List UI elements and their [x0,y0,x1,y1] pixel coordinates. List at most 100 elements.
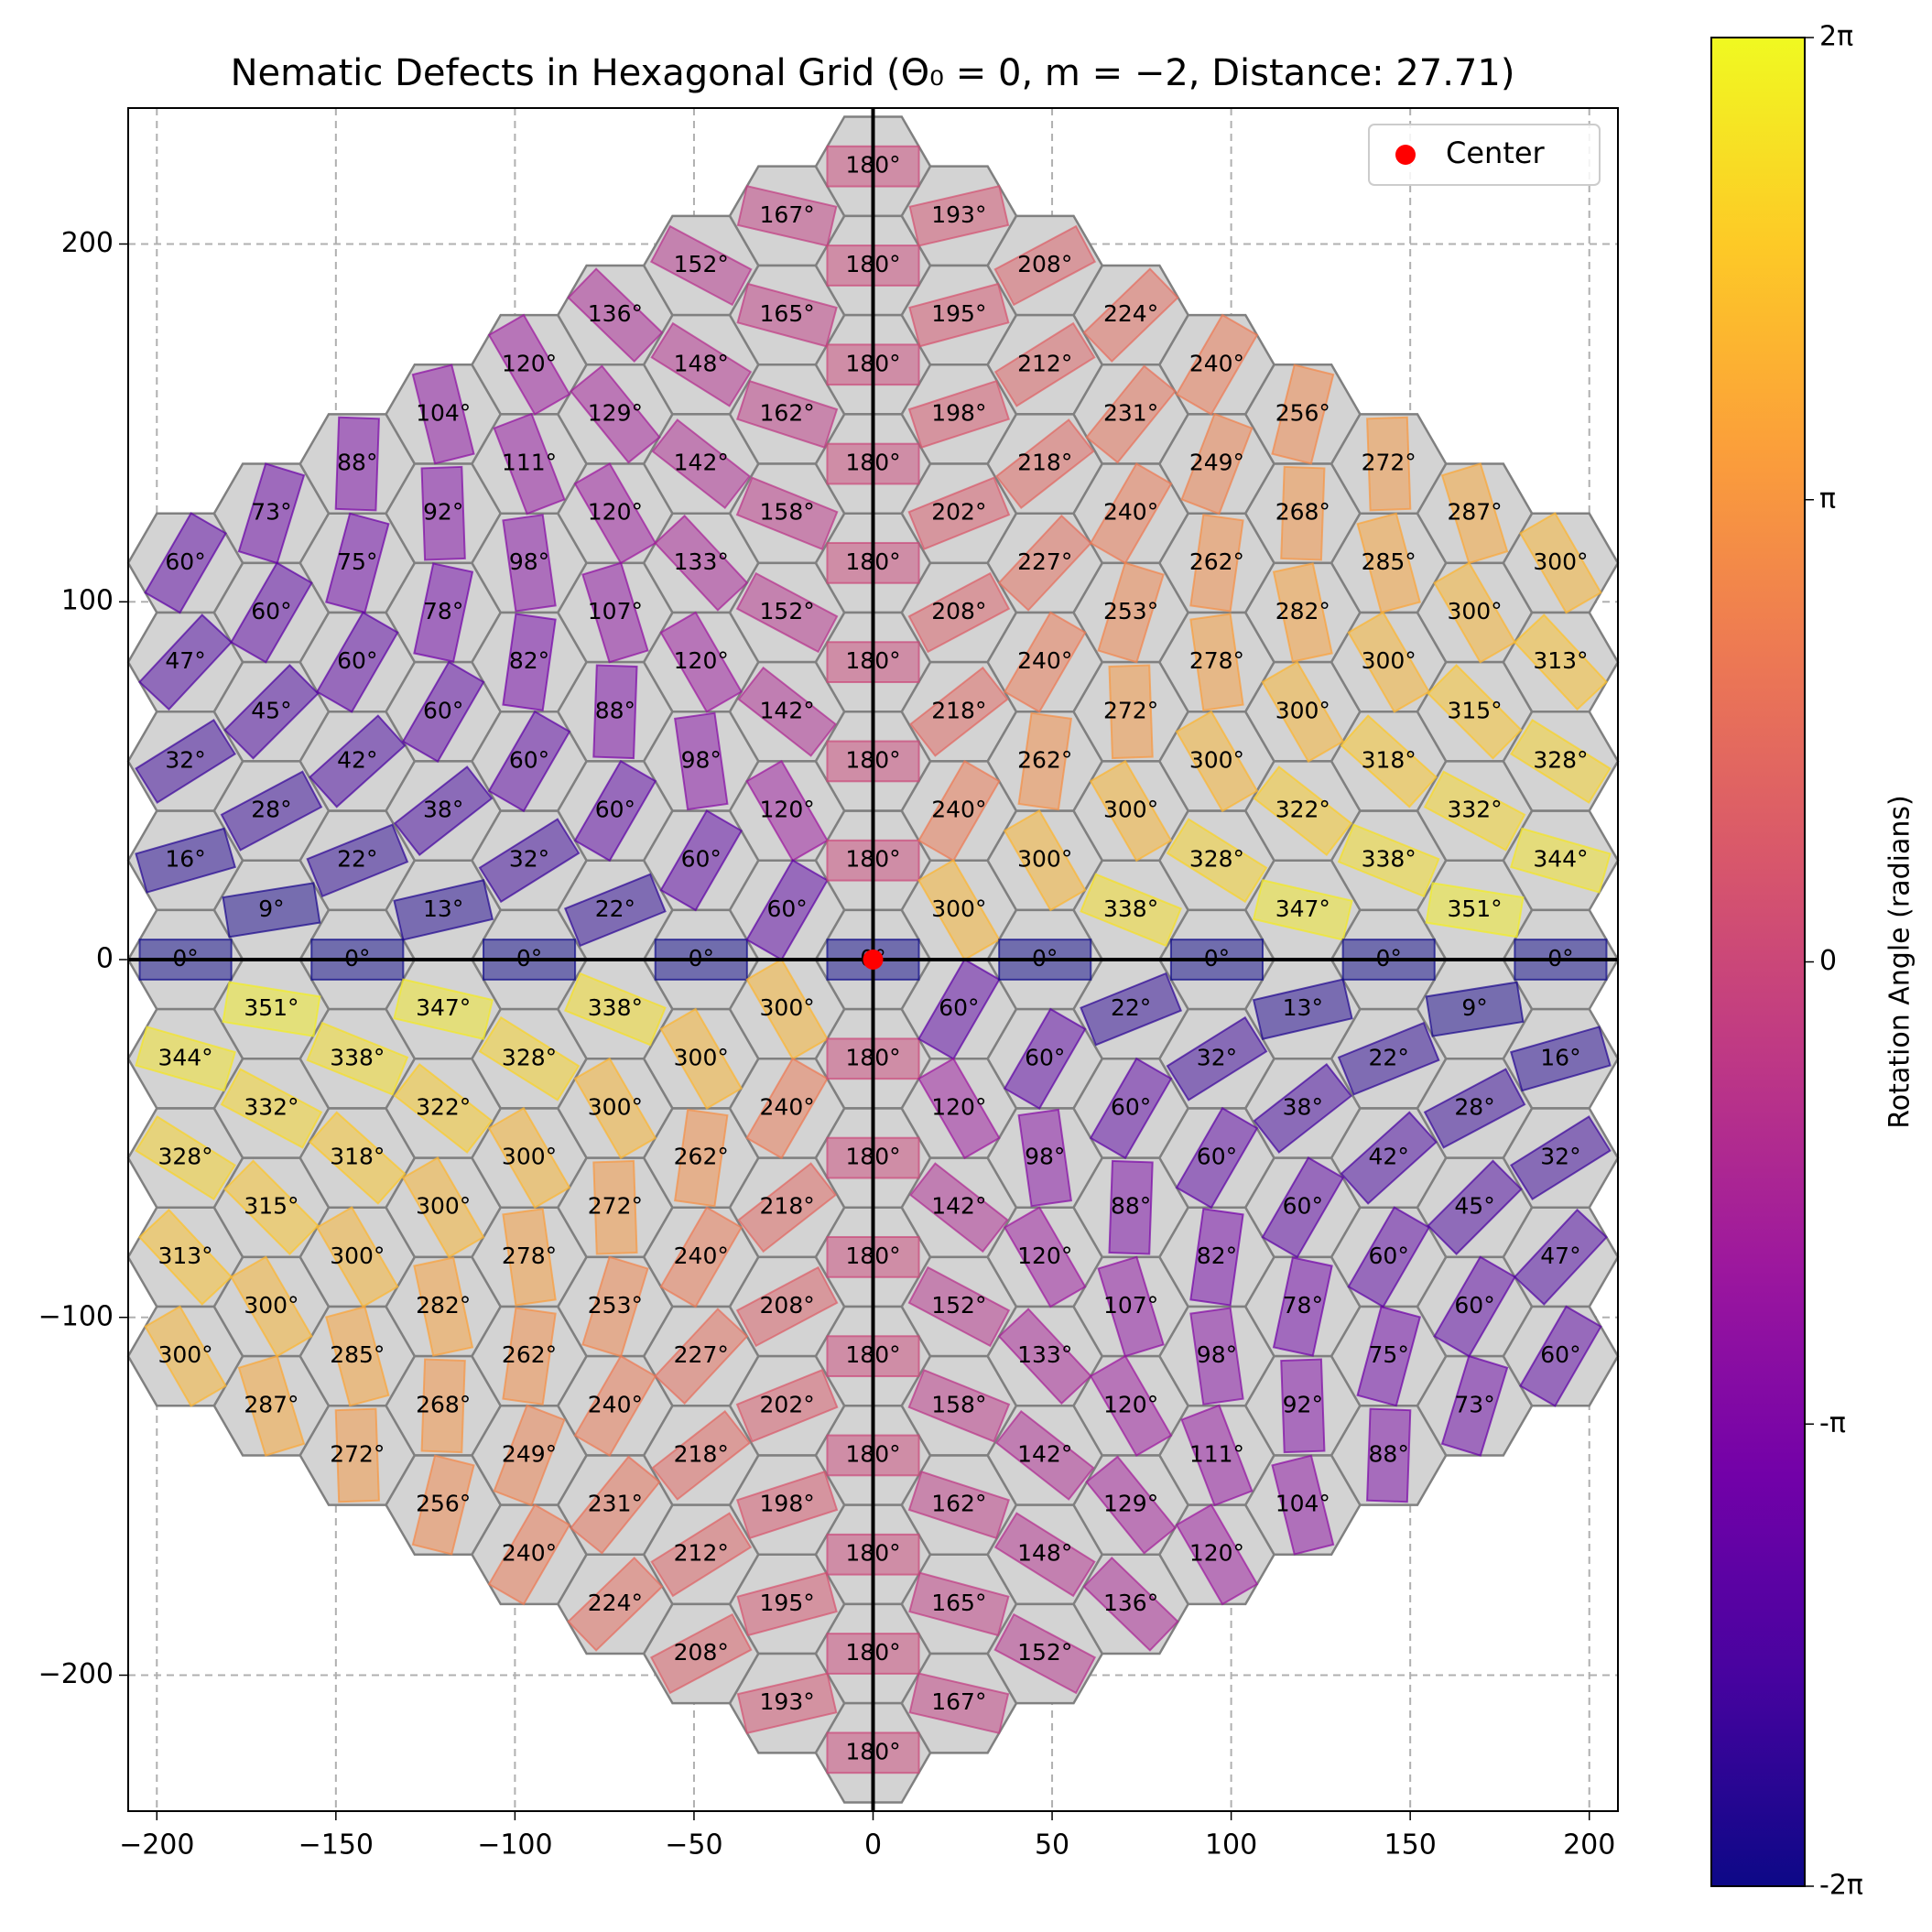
director-rect [1427,1159,1523,1256]
chart-title: Nematic Defects in Hexagonal Grid (Θ₀ = … [231,52,1515,94]
cell-label: 152° [1017,1639,1072,1666]
cell-label: 240° [588,1391,643,1417]
cell-label: 107° [1103,1292,1158,1319]
director-rect [573,759,657,863]
cell-label: 272° [1103,697,1158,723]
cell-label: 60° [423,697,463,723]
director-rect [1252,879,1353,941]
director-rect [1253,1062,1353,1154]
director-rect [735,1368,839,1443]
cell-label: 9° [258,895,284,922]
director-rect [1253,765,1353,857]
director-rect [1425,981,1525,1037]
director-rect [1166,818,1268,904]
cell-label: 262° [1189,548,1244,575]
director-rect [306,823,409,898]
cell-label: 92° [1283,1391,1323,1417]
director-rect [909,1162,1009,1254]
cell-label: 300° [1447,598,1502,624]
cell-label: 133° [674,548,729,575]
cell-label: 240° [674,1243,729,1269]
director-rect [393,1062,494,1154]
legend-marker [1395,145,1416,165]
director-rect [659,611,743,713]
cell-label: 338° [330,1044,385,1070]
director-rect [1272,1256,1333,1357]
director-rect [736,282,838,348]
director-rect [478,1015,581,1102]
cell-label: 300° [1103,797,1158,823]
cell-label: 195° [931,300,986,327]
director-rect [135,718,237,804]
director-rect [135,827,236,894]
cell-label: 104° [1275,1491,1330,1517]
director-rect [1080,971,1183,1047]
director-rect [1003,611,1087,713]
cell-label: 136° [588,300,643,327]
cell-label: 120° [931,1093,986,1120]
cell-label: 240° [760,1093,815,1120]
director-rect [1340,1111,1438,1205]
cell-label: 38° [1283,1093,1323,1120]
cell-label: 218° [1017,450,1072,476]
y-tick-label: 200 [61,227,114,259]
director-rect [1440,1354,1509,1457]
director-rect [502,1208,557,1307]
director-rect [1433,1255,1516,1358]
cell-label: 73° [251,499,291,526]
director-rect [237,462,306,565]
director-rect [737,1162,837,1254]
cell-label: 16° [1540,1044,1580,1070]
cell-label: 32° [165,746,205,773]
cell-label: 60° [1540,1341,1580,1368]
cell-label: 328° [1189,846,1244,873]
legend-label: Center [1446,136,1546,170]
cell-label: 322° [416,1093,471,1120]
director-rect [502,514,557,613]
director-rect [420,1358,466,1454]
x-tick-label: −50 [665,1829,722,1861]
label-layer: 60°47°32°16°0°344°328°313°300°73°60°45°2… [157,152,1588,1765]
director-rect [1340,714,1438,809]
director-rect [1337,1021,1440,1096]
colorbar-tick-label: 2π [1819,21,1853,53]
director-rect [1085,364,1178,464]
cell-label: 78° [423,598,463,624]
cell-label: 88° [1369,1440,1409,1467]
director-rect [736,379,839,449]
director-rect [649,1612,753,1695]
director-rect [1272,562,1333,663]
director-rect [908,282,1010,348]
colorbar-tick-label: -π [1819,1407,1846,1439]
director-rect [1085,1455,1178,1555]
cell-label: 32° [1197,1044,1237,1070]
cell-label: 300° [931,895,986,922]
cell-label: 278° [502,1243,557,1269]
cell-label: 231° [588,1491,643,1517]
cell-label: 162° [931,1491,986,1517]
colorbar-label: Rotation Angle (radians) [1884,795,1916,1128]
director-rect [393,978,494,1040]
cell-label: 162° [760,399,815,426]
cell-label: 253° [1103,598,1158,624]
cell-label: 328° [157,1144,212,1170]
director-rect [563,873,667,948]
cell-label: 300° [416,1193,471,1220]
director-rect [1175,1503,1259,1606]
cell-label: 73° [1454,1391,1494,1417]
cell-label: 120° [1189,1540,1244,1567]
y-tick-label: 0 [96,943,114,975]
cell-label: 300° [674,1044,729,1070]
director-rect [908,1672,1010,1734]
director-rect [1347,1206,1431,1308]
colorbar-tick-label: -2π [1819,1870,1863,1902]
director-rect [736,1571,838,1637]
director-rect [563,971,667,1047]
director-rect [401,1156,485,1259]
director-rect [306,1021,409,1096]
director-rect [907,571,1011,654]
cell-label: 13° [1283,994,1323,1021]
cell-label: 322° [1275,797,1330,823]
director-rect [1180,412,1254,516]
cell-label: 88° [1111,1193,1151,1220]
